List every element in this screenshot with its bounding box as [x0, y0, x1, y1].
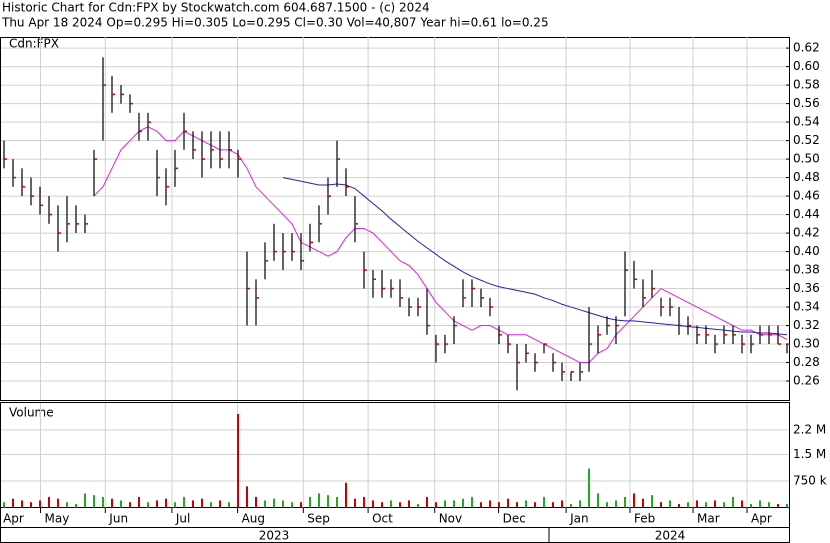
moving-average — [93, 126, 788, 364]
y-tick-label: 0.52 — [793, 133, 820, 147]
y-tick-label: 0.40 — [793, 244, 820, 258]
y-tick-label: 0.62 — [793, 41, 820, 55]
y-tick-label: 0.30 — [793, 337, 820, 351]
y-tick-label: 0.44 — [793, 207, 820, 221]
x-tick-label: Aug — [242, 512, 265, 526]
y-tick-label: 0.56 — [793, 96, 820, 110]
y-tick-label: 0.38 — [793, 263, 820, 277]
x-tick-label: Dec — [503, 512, 526, 526]
volume-tick-label: 1.5 M — [793, 447, 826, 461]
chart-subtitle: Thu Apr 18 2024 Op=0.295 Hi=0.305 Lo=0.2… — [1, 16, 549, 30]
y-tick-label: 0.46 — [793, 189, 820, 203]
moving-average — [282, 177, 788, 336]
x-tick-label: Jul — [175, 512, 190, 526]
x-tick-label: Apr — [751, 512, 772, 526]
price-panel — [0, 37, 790, 401]
x-tick-label: Mar — [697, 512, 720, 526]
x-tick-label: Apr — [3, 512, 24, 526]
y-tick-label: 0.48 — [793, 170, 820, 184]
y-tick-label: 0.42 — [793, 226, 820, 240]
y-tick-label: 0.54 — [793, 115, 820, 129]
volume-label: Volume — [9, 406, 54, 420]
x-tick-label: Oct — [372, 512, 393, 526]
x-tick-label: Jun — [108, 512, 128, 526]
chart-title: Historic Chart for Cdn:FPX by Stockwatch… — [2, 1, 430, 15]
year-label: 2024 — [655, 529, 686, 543]
x-tick-label: Jan — [569, 512, 589, 526]
x-tick-label: Feb — [634, 512, 655, 526]
y-tick-label: 0.32 — [793, 318, 820, 332]
y-tick-label: 0.60 — [793, 59, 820, 73]
volume-tick-label: 750 k — [793, 474, 827, 488]
y-tick-label: 0.34 — [793, 300, 820, 314]
year-label: 2023 — [259, 529, 290, 543]
y-tick-label: 0.50 — [793, 152, 820, 166]
y-tick-label: 0.26 — [793, 374, 820, 388]
x-tick-label: Nov — [439, 512, 462, 526]
x-tick-label: May — [45, 512, 70, 526]
x-tick-label: Sep — [307, 512, 330, 526]
y-tick-label: 0.58 — [793, 78, 820, 92]
y-tick-label: 0.36 — [793, 281, 820, 295]
y-tick-label: 0.28 — [793, 355, 820, 369]
volume-tick-label: 2.2 M — [793, 422, 826, 436]
symbol-label: Cdn:FPX — [9, 37, 59, 51]
